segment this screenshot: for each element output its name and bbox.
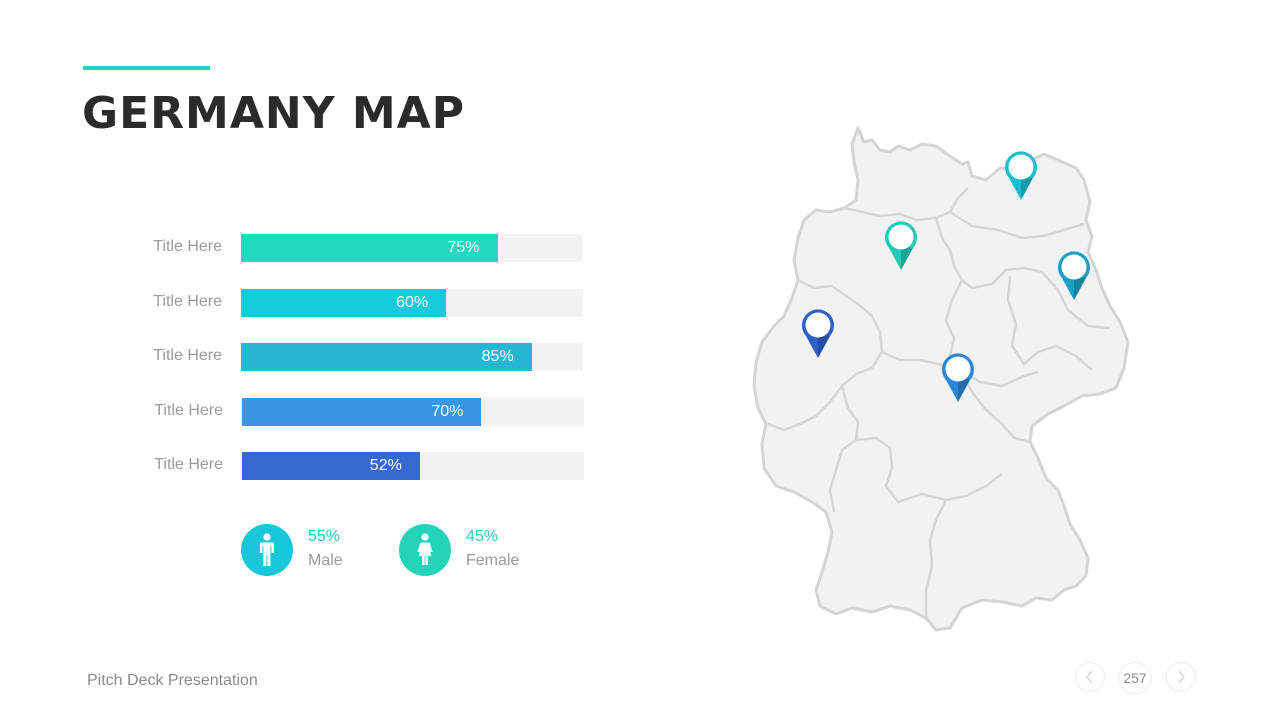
next-slide-button[interactable] — [1166, 662, 1196, 692]
pin-brandenburg-icon — [1058, 251, 1090, 300]
male-percentage: 55% — [308, 528, 341, 545]
germany-map-outline — [752, 126, 1130, 632]
bar-fill — [242, 398, 482, 426]
bar-label: Title Here — [153, 238, 222, 255]
bar-value-label: 85% — [481, 348, 514, 365]
pin-center — [805, 312, 831, 338]
female-label: Female — [466, 552, 520, 569]
pin-center — [888, 224, 914, 250]
female-percentage: 45% — [466, 528, 499, 545]
female-person-icon — [417, 533, 433, 565]
previous-slide-button[interactable] — [1075, 662, 1105, 692]
page-title: GERMANY MAP — [82, 88, 465, 139]
page-number: 257 — [1118, 662, 1152, 694]
bar-row: Title Here 85% — [153, 343, 583, 371]
bar-row: Title Here 60% — [153, 289, 583, 317]
title-accent-line — [83, 66, 210, 70]
pin-shade — [1021, 174, 1033, 200]
bar-label: Title Here — [153, 347, 222, 364]
pin-shade — [818, 332, 830, 358]
chevron-right-icon — [1178, 670, 1186, 684]
pin-shade — [958, 376, 970, 402]
bar-label: Title Here — [154, 456, 223, 473]
bar-fill — [242, 452, 420, 480]
germany-map — [752, 126, 1130, 632]
male-circle — [241, 524, 293, 576]
pin-thuringia-icon — [942, 353, 974, 402]
pin-hamburg-area-icon — [885, 221, 917, 270]
bar-chart: Title Here 75% Title Here 60% Title Here 85% T… — [0, 0, 640, 500]
bar-fill — [241, 289, 447, 317]
female-circle — [399, 524, 451, 576]
pin-center — [1008, 154, 1034, 180]
bar-label: Title Here — [154, 402, 223, 419]
bar-row: Title Here 52% — [154, 452, 584, 480]
bar-label: Title Here — [153, 293, 222, 310]
pin-shade — [901, 244, 913, 270]
bar-row: Title Here 70% — [154, 398, 584, 426]
map-pins — [802, 151, 1090, 402]
footer-title: Pitch Deck Presentation — [87, 672, 258, 689]
bar-row: Title Here 75% — [153, 234, 583, 262]
pin-center — [945, 356, 971, 382]
pin-center — [1061, 254, 1087, 280]
bar-fill — [241, 234, 498, 262]
pin-shade — [1074, 274, 1086, 300]
bar-value-label: 70% — [431, 403, 464, 420]
bar-value-label: 60% — [396, 294, 429, 311]
male-label: Male — [308, 552, 343, 569]
pin-nrw-icon — [802, 309, 834, 358]
bar-value-label: 75% — [447, 239, 480, 256]
chevron-left-icon — [1085, 670, 1093, 684]
pin-mecklenburg-icon — [1005, 151, 1037, 200]
male-person-icon — [260, 533, 274, 566]
bar-value-label: 52% — [369, 457, 402, 474]
germany-country-shape — [752, 126, 1130, 632]
bar-fill — [241, 343, 532, 371]
